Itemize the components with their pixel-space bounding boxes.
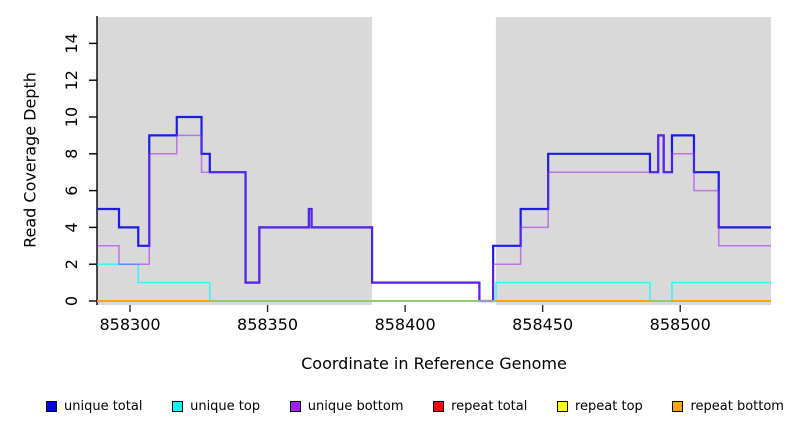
x-tick-label: 858450 bbox=[512, 315, 573, 334]
legend-item-repeat-total: repeat total bbox=[433, 399, 527, 414]
x-tick-label: 858500 bbox=[650, 315, 711, 334]
legend-label: unique total bbox=[64, 399, 143, 414]
legend-item-unique-bottom: unique bottom bbox=[289, 399, 404, 414]
x-tick-label: 858350 bbox=[237, 315, 298, 334]
legend-item-unique-total: unique total bbox=[46, 399, 142, 414]
legend-label: repeat bottom bbox=[690, 399, 784, 414]
legend-item-unique-top: unique top bbox=[172, 399, 260, 414]
legend-item-repeat-top: repeat top bbox=[557, 399, 643, 414]
y-tick-label: 8 bbox=[62, 149, 81, 159]
legend-swatch bbox=[46, 401, 57, 412]
legend-swatch bbox=[557, 401, 568, 412]
legend-swatch bbox=[672, 401, 684, 412]
x-axis-title: Coordinate in Reference Genome bbox=[301, 354, 567, 373]
legend-swatch bbox=[289, 401, 301, 412]
legend-item-repeat-bottom: repeat bottom bbox=[672, 399, 784, 414]
y-tick-label: 4 bbox=[62, 222, 81, 232]
legend-label: unique bottom bbox=[307, 399, 404, 414]
y-tick-label: 2 bbox=[62, 259, 81, 269]
y-tick-label: 10 bbox=[62, 107, 81, 127]
legend: unique total unique top unique bottom repea… bbox=[46, 399, 784, 414]
x-tick-label: 858400 bbox=[375, 315, 436, 334]
series-line-unique-top bbox=[97, 263, 771, 302]
legend-label: repeat top bbox=[575, 399, 643, 414]
y-tick-label: 14 bbox=[62, 33, 81, 53]
x-tick-label: 858300 bbox=[99, 315, 160, 334]
series-line-unique-bottom bbox=[97, 134, 771, 302]
y-tick-label: 0 bbox=[62, 296, 81, 306]
legend-label: unique top bbox=[190, 399, 261, 414]
y-axis-title: Read Coverage Depth bbox=[20, 72, 40, 248]
background-panel bbox=[495, 17, 771, 305]
y-tick-label: 6 bbox=[62, 186, 81, 196]
y-tick-label: 12 bbox=[62, 70, 81, 90]
background-panel bbox=[97, 17, 373, 305]
legend-swatch bbox=[433, 401, 445, 412]
legend-swatch bbox=[172, 401, 184, 412]
legend-label: repeat total bbox=[451, 399, 528, 414]
